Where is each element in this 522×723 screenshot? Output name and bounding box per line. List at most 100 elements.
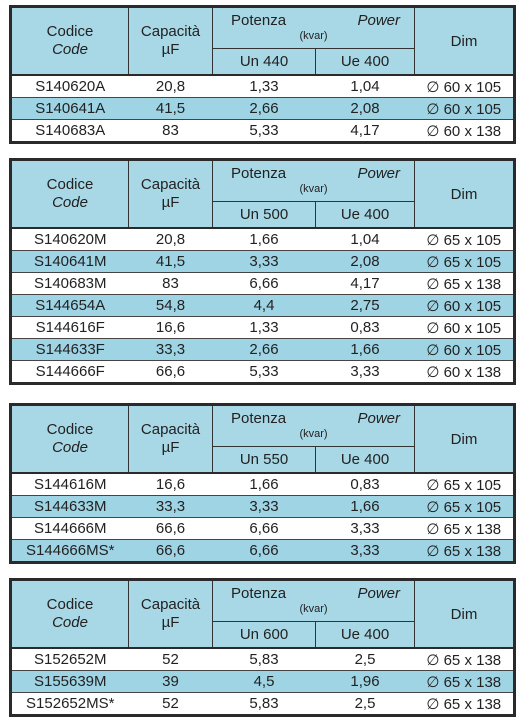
cell: 6,66	[212, 517, 316, 540]
cell: 4,5	[212, 670, 316, 693]
header-label: µF	[161, 439, 180, 456]
spec-table: Codice Code Capacità µF Potenza Power (kvar) Di…	[9, 578, 516, 717]
power-header: Potenza Power (kvar)	[212, 159, 415, 202]
cell: S144633M	[10, 495, 129, 518]
cell: S144616F	[10, 316, 129, 339]
cell: 2,66	[212, 97, 316, 120]
cell: 2,5	[315, 692, 415, 716]
cell: 4,17	[315, 119, 415, 143]
cell: 16,6	[128, 316, 213, 339]
dim-header: Dim	[414, 159, 515, 229]
data-row: S144633F 33,3 2,66 1,66 ∅ 60 x 105	[10, 338, 515, 361]
header-row: Codice Code Capacità µF Potenza Power (kvar) Di…	[10, 404, 515, 474]
power-header: Potenza Power (kvar)	[212, 404, 415, 447]
cell: 1,66	[315, 338, 415, 361]
header-label: (kvar)	[299, 183, 328, 195]
cell: ∅ 65 x 105	[414, 495, 515, 518]
header-row: Un 440 Ue 400	[11, 48, 515, 76]
cell: 2,08	[315, 97, 415, 120]
cell: ∅ 65 x 138	[414, 692, 515, 716]
data-row: S152652M 52 5,83 2,5 ∅ 65 x 138	[10, 647, 515, 671]
cell: 6,66	[212, 539, 316, 563]
data-row: S144666M 66,6 6,66 3,33 ∅ 65 x 138	[10, 517, 515, 540]
cell: ∅ 65 x 105	[414, 250, 515, 273]
header-label: Power	[357, 12, 400, 29]
cell: 1,33	[212, 316, 316, 339]
data-row: S144616M 16,6 1,66 0,83 ∅ 65 x 105	[10, 472, 515, 496]
cell: 66,6	[128, 360, 213, 384]
header-label: Potenza	[231, 165, 287, 182]
voltage-header: Ue 400	[315, 201, 415, 229]
power-header: Potenza Power (kvar)	[212, 6, 415, 49]
cell: S144666M	[10, 517, 129, 540]
cell: 3,33	[212, 495, 316, 518]
cell: 52	[128, 647, 213, 671]
data-row: S140620A 20,8 1,33 1,04 ∅ 60 x 105	[10, 74, 515, 98]
cell: S144633F	[10, 338, 129, 361]
data-row: S144654A 54,8 4,4 2,75 ∅ 60 x 105	[10, 294, 515, 317]
header-label: Power	[357, 410, 400, 427]
header-label: Codice	[46, 23, 94, 40]
voltage-header: Un 500	[212, 201, 316, 229]
cell: ∅ 60 x 105	[414, 97, 515, 120]
cell: S155639M	[10, 670, 129, 693]
cell: 54,8	[128, 294, 213, 317]
cell: 2,08	[315, 250, 415, 273]
cell: S152652MS*	[10, 692, 129, 716]
data-row: S140641M 41,5 3,33 2,08 ∅ 65 x 105	[10, 250, 515, 273]
cell: 1,04	[315, 227, 415, 251]
spec-table: Codice Code Capacità µF Potenza Power (kvar) Di…	[9, 5, 516, 144]
header-label: (kvar)	[299, 428, 328, 440]
cell: 3,33	[212, 250, 316, 273]
power-box: Potenza Power (kvar)	[213, 406, 414, 446]
cell: 6,66	[212, 272, 316, 295]
data-row: S144633M 33,3 3,33 1,66 ∅ 65 x 105	[10, 495, 515, 518]
header-label: Potenza	[231, 12, 287, 29]
header-row: Un 600 Ue 400	[11, 621, 515, 649]
header-label: (kvar)	[299, 603, 328, 615]
cell: 5,33	[212, 360, 316, 384]
cell: 5,83	[212, 647, 316, 671]
header-label: Code	[52, 41, 88, 58]
cell: 3,33	[315, 360, 415, 384]
header-label: Code	[52, 439, 88, 456]
code-header: Codice Code	[10, 404, 129, 474]
cell: 4,4	[212, 294, 316, 317]
power-header: Potenza Power (kvar)	[212, 579, 415, 622]
data-row: S144666F 66,6 5,33 3,33 ∅ 60 x 138	[10, 360, 515, 384]
power-box: Potenza Power (kvar)	[213, 161, 414, 201]
cell: 3,33	[315, 517, 415, 540]
header-row: Codice Code Capacità µF Potenza Power (kvar) Di…	[10, 6, 515, 76]
header-label: Capacità	[140, 23, 201, 40]
header-label: Potenza	[231, 585, 287, 602]
cell: ∅ 60 x 105	[414, 338, 515, 361]
header-label: Capacità	[140, 421, 201, 438]
header-row: Un 500 Ue 400	[11, 201, 515, 229]
cell: 1,66	[212, 227, 316, 251]
header-label: Codice	[46, 421, 94, 438]
cell: 1,33	[212, 74, 316, 98]
voltage-header: Ue 400	[315, 621, 415, 649]
cell: 1,96	[315, 670, 415, 693]
capacity-header: Capacità µF	[128, 579, 213, 649]
cell: 41,5	[128, 250, 213, 273]
voltage-header: Ue 400	[315, 48, 415, 76]
dim-header: Dim	[414, 579, 515, 649]
cell: 33,3	[128, 338, 213, 361]
cell: 1,66	[315, 495, 415, 518]
data-row: S140641A 41,5 2,66 2,08 ∅ 60 x 105	[10, 97, 515, 120]
dim-header: Dim	[414, 404, 515, 474]
cell: S152652M	[10, 647, 129, 671]
header-label: Potenza	[231, 410, 287, 427]
header-row: Codice Code Capacità µF Potenza Power (kvar) Di…	[10, 579, 515, 649]
cell: S140683M	[10, 272, 129, 295]
data-row: S144666MS* 66,6 6,66 3,33 ∅ 65 x 138	[10, 539, 515, 563]
cell: ∅ 60 x 105	[414, 74, 515, 98]
header-label: µF	[161, 41, 180, 58]
cell: 39	[128, 670, 213, 693]
cell: S144654A	[10, 294, 129, 317]
voltage-header: Ue 400	[315, 446, 415, 474]
voltage-header: Un 550	[212, 446, 316, 474]
header-label: Code	[52, 194, 88, 211]
power-box: Potenza Power (kvar)	[213, 581, 414, 621]
